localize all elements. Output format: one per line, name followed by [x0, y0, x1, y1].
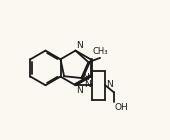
Text: N: N — [106, 80, 113, 89]
Text: N: N — [76, 41, 83, 50]
Text: N: N — [84, 80, 91, 89]
Text: N: N — [76, 86, 83, 95]
Text: N: N — [82, 73, 89, 82]
Text: OH: OH — [114, 103, 128, 112]
Text: CH₃: CH₃ — [92, 47, 108, 56]
